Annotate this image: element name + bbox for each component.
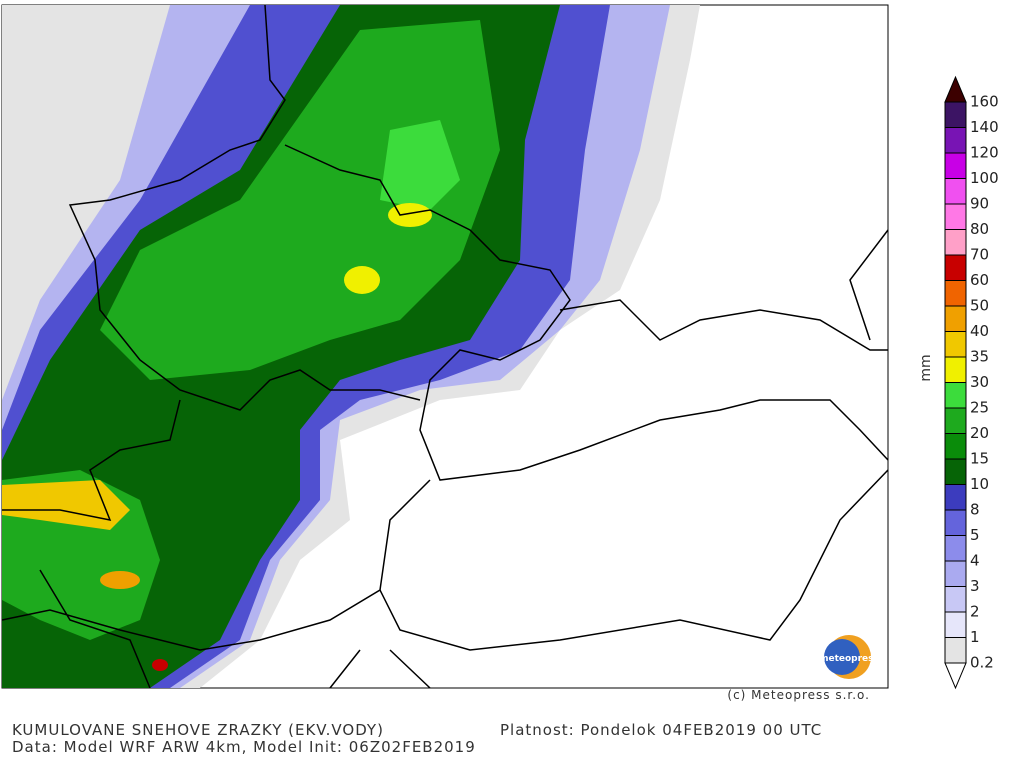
colorbar-swatch [944,433,967,460]
colorbar-swatch [944,75,967,103]
colorbar-label: 140 [970,118,999,136]
colorbar-swatch [944,484,967,511]
colorbar-label: 160 [970,93,999,111]
precip-30 [344,266,380,294]
precip-40 [100,571,140,589]
colorbar-label: 10 [970,475,989,493]
colorbar-swatch [944,560,967,587]
colorbar-swatch [944,458,967,485]
colorbar-swatch [944,611,967,638]
colorbar-label: 8 [970,501,980,519]
borders [1,4,889,689]
colorbar-label: 25 [970,399,989,417]
source: Data: Model WRF ARW 4km, Model Init: 06Z… [12,738,476,756]
colorbar-label: 3 [970,577,980,595]
validity: Platnost: Pondelok 04FEB2019 00 UTC [500,721,822,739]
colorbar: 0.2 1 2 3 4 5 8 10 15 20 25 30 35 40 50 60 70 80 90 100 120 1… [944,75,999,690]
colorbar-label: 35 [970,348,989,366]
precip-30b [388,203,432,227]
colorbar-label: 60 [970,271,989,289]
border-line [2,399,181,522]
precip-25 [380,120,460,210]
colorbar-swatch [944,331,967,358]
colorbar-swatch [944,586,967,613]
colorbar-swatch [944,178,967,205]
logo: meteopress [819,654,879,664]
colorbar-swatch [944,280,967,307]
colorbar-swatch [944,662,967,690]
title: KUMULOVANE SNEHOVE ZRAZKY (EKV.VODY) [12,721,384,739]
map: meteopress [1,4,889,689]
colorbar-label: 4 [970,552,980,570]
border-line [559,229,889,351]
border-line [329,469,889,689]
colorbar-label: 100 [970,169,999,187]
colorbar-swatch [944,509,967,536]
colorbar-swatch [944,152,967,179]
border-line [1,479,431,689]
colorbar-swatch [944,254,967,281]
colorbar-label: 30 [970,373,989,391]
border-line [68,4,421,411]
colorbar-label: 0.2 [970,654,994,672]
colorbar-swatch [944,356,967,383]
colorbar-swatch [944,305,967,332]
colorbar-label: 70 [970,246,989,264]
colorbar-label: 90 [970,195,989,213]
colorbar-swatch [944,229,967,256]
colorbar-label: 120 [970,144,999,162]
border-line [284,144,889,481]
colorbar-label: 40 [970,322,989,340]
colorbar-swatch [944,203,967,230]
precip-20 [100,20,500,380]
colorbar-swatch [944,127,967,154]
unit-label: mm [918,354,934,381]
logo-circle [824,639,860,675]
colorbar-label: 20 [970,424,989,442]
colorbar-swatch [944,535,967,562]
colorbar-swatch [944,407,967,434]
colorbar-swatch [944,101,967,128]
colorbar-label: 15 [970,450,989,468]
colorbar-label: 50 [970,297,989,315]
copyright: (c) Meteopress s.r.o. [727,688,870,702]
colorbar-label: 5 [970,526,980,544]
colorbar-swatch [944,382,967,409]
colorbar-label: 2 [970,603,980,621]
precip-60 [152,659,168,671]
colorbar-swatch [944,637,967,664]
colorbar-label: 1 [970,628,980,646]
colorbar-label: 80 [970,220,989,238]
